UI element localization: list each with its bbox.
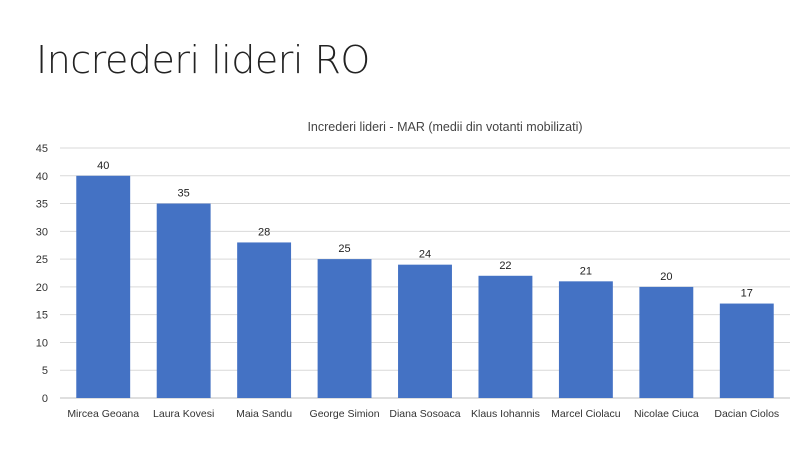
category-label: Laura Kovesi <box>153 408 214 420</box>
category-label: Mircea Geoana <box>67 408 139 420</box>
category-label: Dacian Ciolos <box>714 408 779 420</box>
bar <box>317 259 372 398</box>
data-label: 40 <box>97 160 109 172</box>
data-label: 35 <box>178 188 190 200</box>
bar <box>558 281 613 398</box>
chart-title: Increderi lideri - MAR (medii din votant… <box>307 120 582 134</box>
data-label: 28 <box>258 226 270 238</box>
bar <box>639 286 694 398</box>
bar <box>156 203 211 398</box>
data-label: 21 <box>580 265 592 277</box>
category-label: Nicolae Ciuca <box>634 408 699 420</box>
category-label: Marcel Ciolacu <box>551 408 621 420</box>
y-tick-label: 25 <box>36 254 48 266</box>
data-label: 20 <box>660 271 672 283</box>
bar <box>478 275 533 398</box>
data-labels: 40 35 28 25 24 22 21 20 17 <box>97 160 753 300</box>
y-tick-label: 15 <box>36 310 48 322</box>
y-tick-label: 45 <box>36 143 48 155</box>
bar <box>398 264 452 398</box>
y-tick-label: 0 <box>42 393 48 405</box>
category-label: Maia Sandu <box>236 408 292 420</box>
category-label: George Simion <box>310 408 380 420</box>
category-label: Klaus Iohannis <box>471 408 540 420</box>
data-label: 17 <box>741 288 753 300</box>
y-tick-label: 35 <box>36 199 48 211</box>
category-label: Diana Sosoaca <box>389 408 460 420</box>
bar <box>237 242 292 398</box>
y-tick-label: 30 <box>36 226 48 238</box>
data-label: 22 <box>499 260 511 272</box>
y-axis-ticks: 0 5 10 15 20 25 30 35 40 45 <box>36 143 48 405</box>
category-labels: Mircea Geoana Laura Kovesi Maia Sandu Georg… <box>67 408 779 420</box>
data-label: 24 <box>419 249 431 261</box>
y-tick-label: 5 <box>42 365 48 377</box>
y-tick-label: 40 <box>36 171 48 183</box>
bar <box>76 175 131 398</box>
data-label: 25 <box>338 243 350 255</box>
y-tick-label: 10 <box>36 337 48 349</box>
bars <box>76 175 774 398</box>
y-tick-label: 20 <box>36 282 48 294</box>
bar <box>719 303 774 398</box>
slide-title: Increderi lideri RO <box>36 38 370 82</box>
